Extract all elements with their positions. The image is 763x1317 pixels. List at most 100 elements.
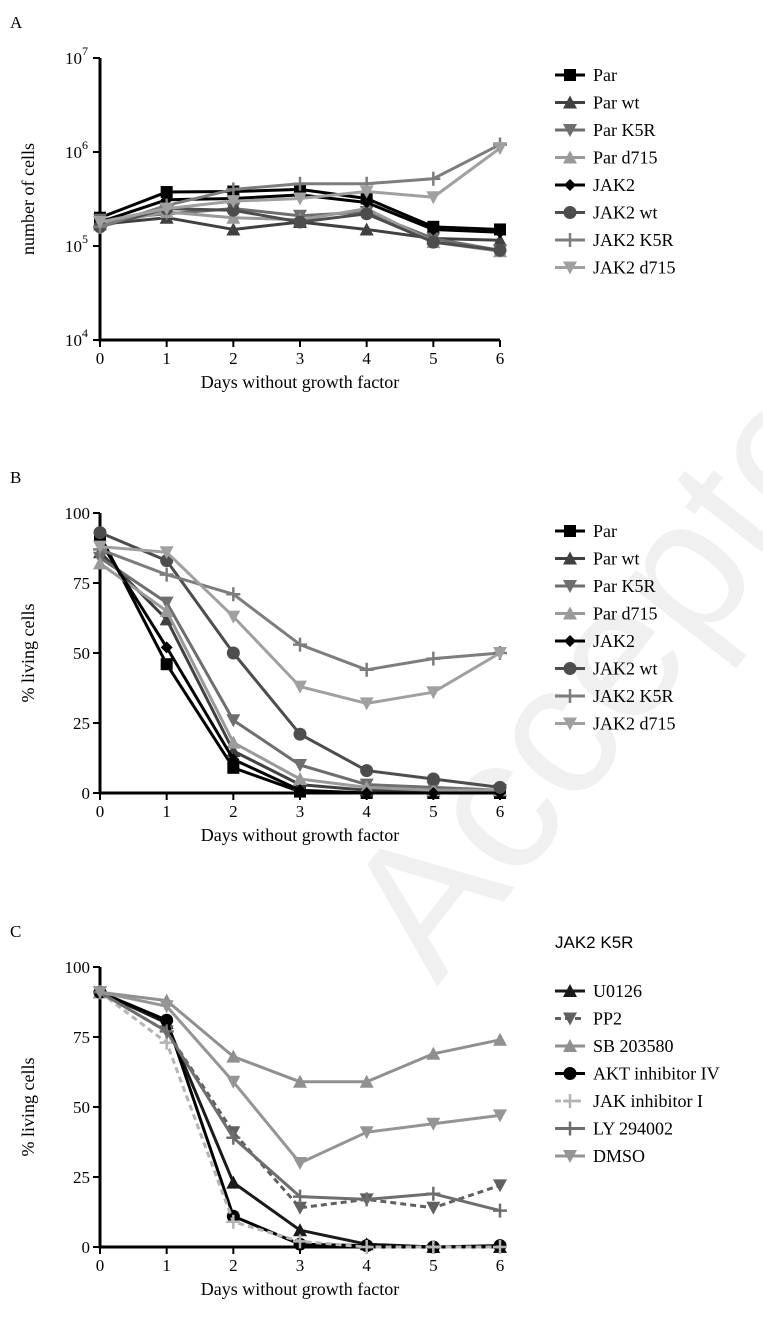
data-point bbox=[93, 540, 107, 554]
data-point bbox=[160, 641, 173, 654]
data-point bbox=[159, 567, 174, 582]
data-point bbox=[493, 1240, 507, 1254]
x-axis-title: Days without growth factor bbox=[201, 1279, 399, 1299]
x-axis-title: Days without growth factor bbox=[201, 825, 399, 845]
data-point bbox=[359, 1126, 374, 1140]
series-sb-203580 bbox=[93, 985, 507, 1088]
data-point bbox=[293, 727, 307, 741]
data-point bbox=[226, 182, 241, 197]
legend-marker bbox=[563, 1121, 577, 1136]
x-tick-label: 5 bbox=[429, 1256, 438, 1275]
data-point bbox=[493, 1032, 507, 1046]
data-point bbox=[293, 680, 307, 694]
data-point bbox=[293, 1234, 307, 1249]
data-point bbox=[226, 210, 241, 224]
legend: JAK2 K5R U0126 PP2 SB 203580 AKT inhibitor I… bbox=[555, 933, 720, 1166]
legend-marker bbox=[563, 206, 577, 219]
data-point bbox=[226, 1214, 241, 1229]
series-dmso bbox=[93, 986, 507, 1170]
legend-marker bbox=[563, 551, 577, 565]
data-point bbox=[159, 612, 174, 626]
y-tick-label: 25 bbox=[73, 714, 90, 733]
legend-label: SB 203580 bbox=[593, 1036, 674, 1056]
data-point bbox=[93, 216, 107, 230]
x-tick-label: 0 bbox=[96, 802, 105, 821]
data-point bbox=[226, 610, 241, 624]
data-point bbox=[159, 1024, 174, 1039]
x-tick-label: 0 bbox=[96, 1256, 105, 1275]
y-tick-label: 104 bbox=[65, 326, 88, 350]
y-tick-label: 107 bbox=[65, 44, 88, 68]
legend-label: JAK2 K5R bbox=[593, 230, 674, 250]
legend-label: JAK2 wt bbox=[593, 659, 658, 679]
data-point bbox=[159, 604, 174, 617]
data-point bbox=[293, 192, 307, 206]
data-point bbox=[426, 686, 441, 700]
series-line bbox=[99, 990, 501, 1210]
data-point bbox=[359, 222, 374, 236]
data-point bbox=[226, 222, 241, 236]
y-axis-title: % living cells bbox=[18, 1058, 38, 1157]
legend-marker bbox=[563, 717, 577, 731]
legend-marker bbox=[563, 1094, 577, 1108]
data-point bbox=[493, 1109, 507, 1123]
x-tick-label: 4 bbox=[362, 349, 371, 368]
data-point bbox=[426, 191, 441, 205]
data-point bbox=[227, 753, 240, 766]
legend-label: AKT inhibitor IV bbox=[593, 1064, 720, 1084]
series-jak2-d715 bbox=[93, 142, 507, 230]
data-point bbox=[359, 1074, 374, 1088]
data-point bbox=[293, 772, 307, 785]
chart-panel-a: A 104 105 106 107 0 1 2 3 4 5 6 Days without growth … bbox=[10, 13, 676, 392]
data-point bbox=[226, 195, 241, 209]
data-point bbox=[226, 1075, 241, 1089]
data-point bbox=[426, 1201, 441, 1215]
legend-label: LY 294002 bbox=[593, 1119, 673, 1139]
data-point bbox=[359, 697, 374, 711]
x-tick-label: 1 bbox=[162, 349, 171, 368]
data-point bbox=[426, 1186, 441, 1201]
series-par-wt bbox=[93, 545, 507, 797]
data-point bbox=[293, 759, 307, 772]
data-point bbox=[426, 1117, 441, 1131]
x-tick-label: 5 bbox=[429, 349, 438, 368]
legend-marker bbox=[563, 95, 577, 109]
legend-label: Par d715 bbox=[593, 148, 658, 168]
series-line bbox=[99, 556, 501, 792]
legend-label: PP2 bbox=[593, 1009, 622, 1029]
chart-panel-b: B 0 25 50 75 100 0 1 2 3 4 5 6 Days without growth fa… bbox=[10, 468, 676, 845]
legend-label: JAK2 d715 bbox=[593, 258, 676, 278]
y-tick-label: 0 bbox=[82, 1238, 91, 1257]
y-tick-label: 0 bbox=[82, 784, 91, 803]
y-axis-title: % living cells bbox=[18, 604, 38, 703]
legend-label: DMSO bbox=[593, 1146, 645, 1166]
legend-marker bbox=[564, 69, 576, 81]
x-tick-label: 6 bbox=[496, 802, 505, 821]
legend-marker bbox=[563, 1012, 577, 1026]
legend-marker bbox=[564, 635, 576, 647]
y-tick-label: 100 bbox=[65, 504, 91, 523]
data-point bbox=[360, 207, 374, 221]
data-point bbox=[493, 647, 507, 660]
legend-marker bbox=[563, 580, 577, 593]
legend-marker bbox=[563, 150, 577, 164]
x-tick-label: 0 bbox=[96, 349, 105, 368]
data-point bbox=[360, 787, 373, 799]
data-point bbox=[359, 780, 374, 794]
data-point bbox=[159, 1000, 174, 1014]
legend-label: Par wt bbox=[593, 549, 640, 569]
x-tick-label: 3 bbox=[296, 1256, 305, 1275]
data-point bbox=[159, 596, 174, 610]
legend-marker bbox=[563, 662, 577, 675]
series-par-k5r bbox=[93, 551, 507, 798]
series-pp2 bbox=[93, 986, 507, 1215]
data-point bbox=[293, 1157, 307, 1170]
data-point bbox=[293, 1223, 307, 1237]
legend-marker bbox=[563, 233, 577, 247]
x-tick-label: 5 bbox=[429, 802, 438, 821]
panel-label: B bbox=[10, 468, 21, 487]
legend-marker bbox=[563, 1067, 577, 1080]
data-point bbox=[226, 1130, 241, 1145]
y-tick-label: 75 bbox=[73, 574, 90, 593]
data-point bbox=[359, 185, 374, 199]
